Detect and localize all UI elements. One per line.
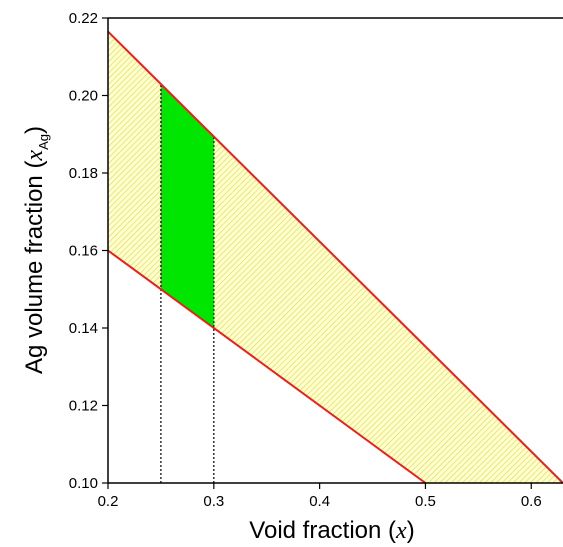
guide-lines-layer: [160, 83, 215, 483]
y-tick-label: 0.20: [69, 88, 98, 105]
x-tick-label: 0.3: [203, 493, 224, 510]
y-tick-label: 0.18: [69, 165, 98, 182]
green-region: [160, 83, 214, 328]
y-axis-ticks: 0.10 0.12 0.14 0.16 0.18 0.20 0.22: [69, 10, 108, 492]
series-lines-layer: [107, 30, 563, 484]
x-tick-label: 0.5: [415, 493, 436, 510]
y-tick-label: 0.14: [69, 320, 98, 337]
y-tick-label: 0.16: [69, 243, 98, 260]
upper-boundary-line: [107, 30, 563, 484]
x-tick-label: 0.6: [521, 493, 542, 510]
y-tick-label: 0.10: [69, 475, 98, 492]
lower-boundary-line: [107, 249, 427, 484]
x-tick-label: 0.2: [98, 493, 119, 510]
x-tick-label: 0.4: [309, 493, 330, 510]
x-axis-label: Void fraction (x): [249, 517, 414, 544]
x-axis-ticks: 0.2 0.3 0.4 0.5 0.6: [98, 483, 542, 510]
y-tick-label: 0.22: [69, 10, 98, 27]
y-axis-label: Ag volume fraction (xAg): [21, 126, 51, 374]
y-tick-label: 0.12: [69, 398, 98, 415]
